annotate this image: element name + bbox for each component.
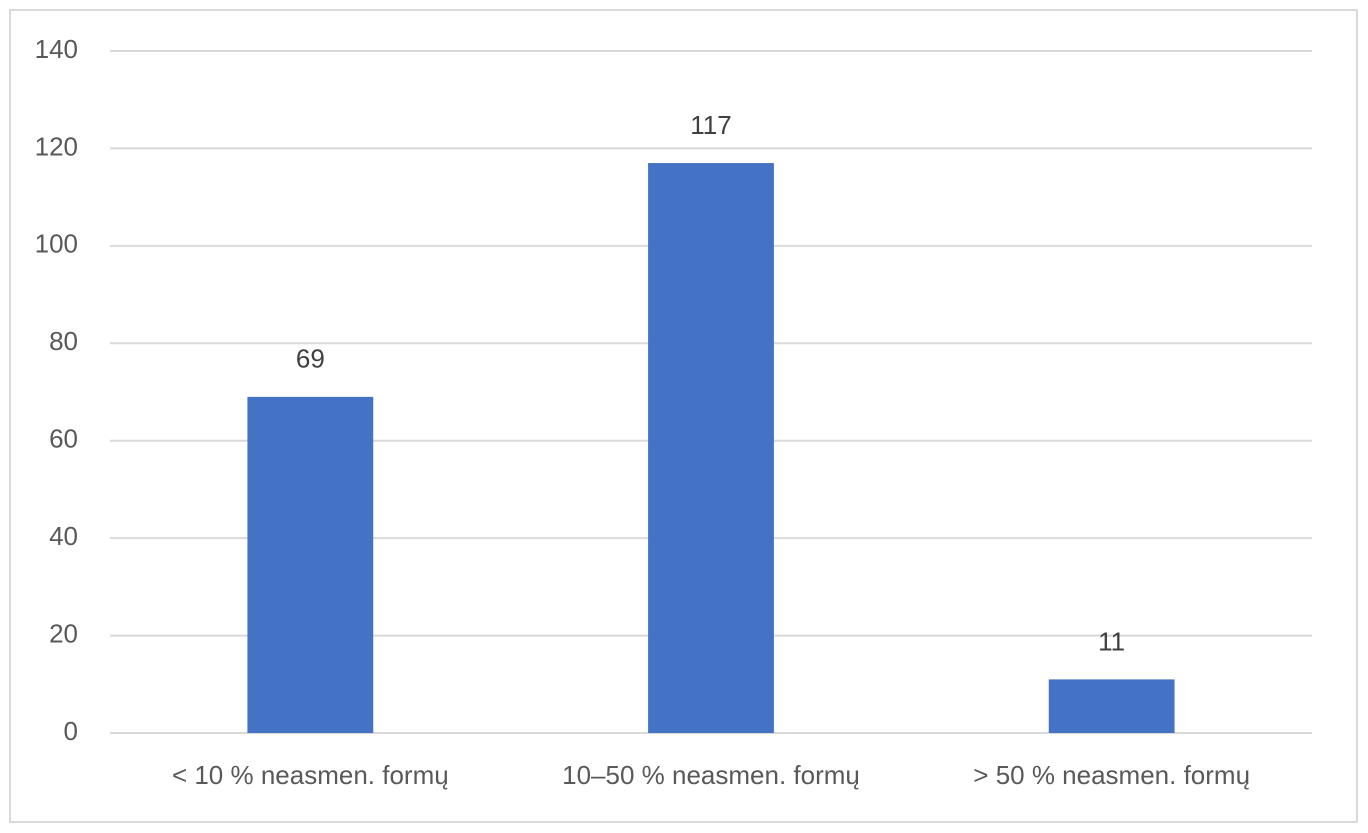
y-tick-label: 80 xyxy=(49,326,78,356)
data-label: 117 xyxy=(690,110,731,140)
y-tick-label: 100 xyxy=(35,229,78,259)
bar xyxy=(247,396,374,733)
data-label: 69 xyxy=(296,344,325,374)
y-tick-label: 60 xyxy=(49,424,78,454)
data-label: 11 xyxy=(1098,626,1125,656)
x-tick-label: < 10 % neasmen. formų xyxy=(172,760,449,790)
x-tick-label: > 50 % neasmen. formų xyxy=(973,760,1250,790)
y-tick-label: 0 xyxy=(64,716,78,746)
y-tick-label: 20 xyxy=(49,618,78,648)
bar xyxy=(648,163,774,734)
y-tick-label: 140 xyxy=(35,34,78,64)
y-tick-label: 120 xyxy=(35,131,78,161)
y-tick-label: 40 xyxy=(49,521,78,551)
bar xyxy=(1048,679,1175,733)
x-tick-label: 10–50 % neasmen. formų xyxy=(562,760,860,790)
